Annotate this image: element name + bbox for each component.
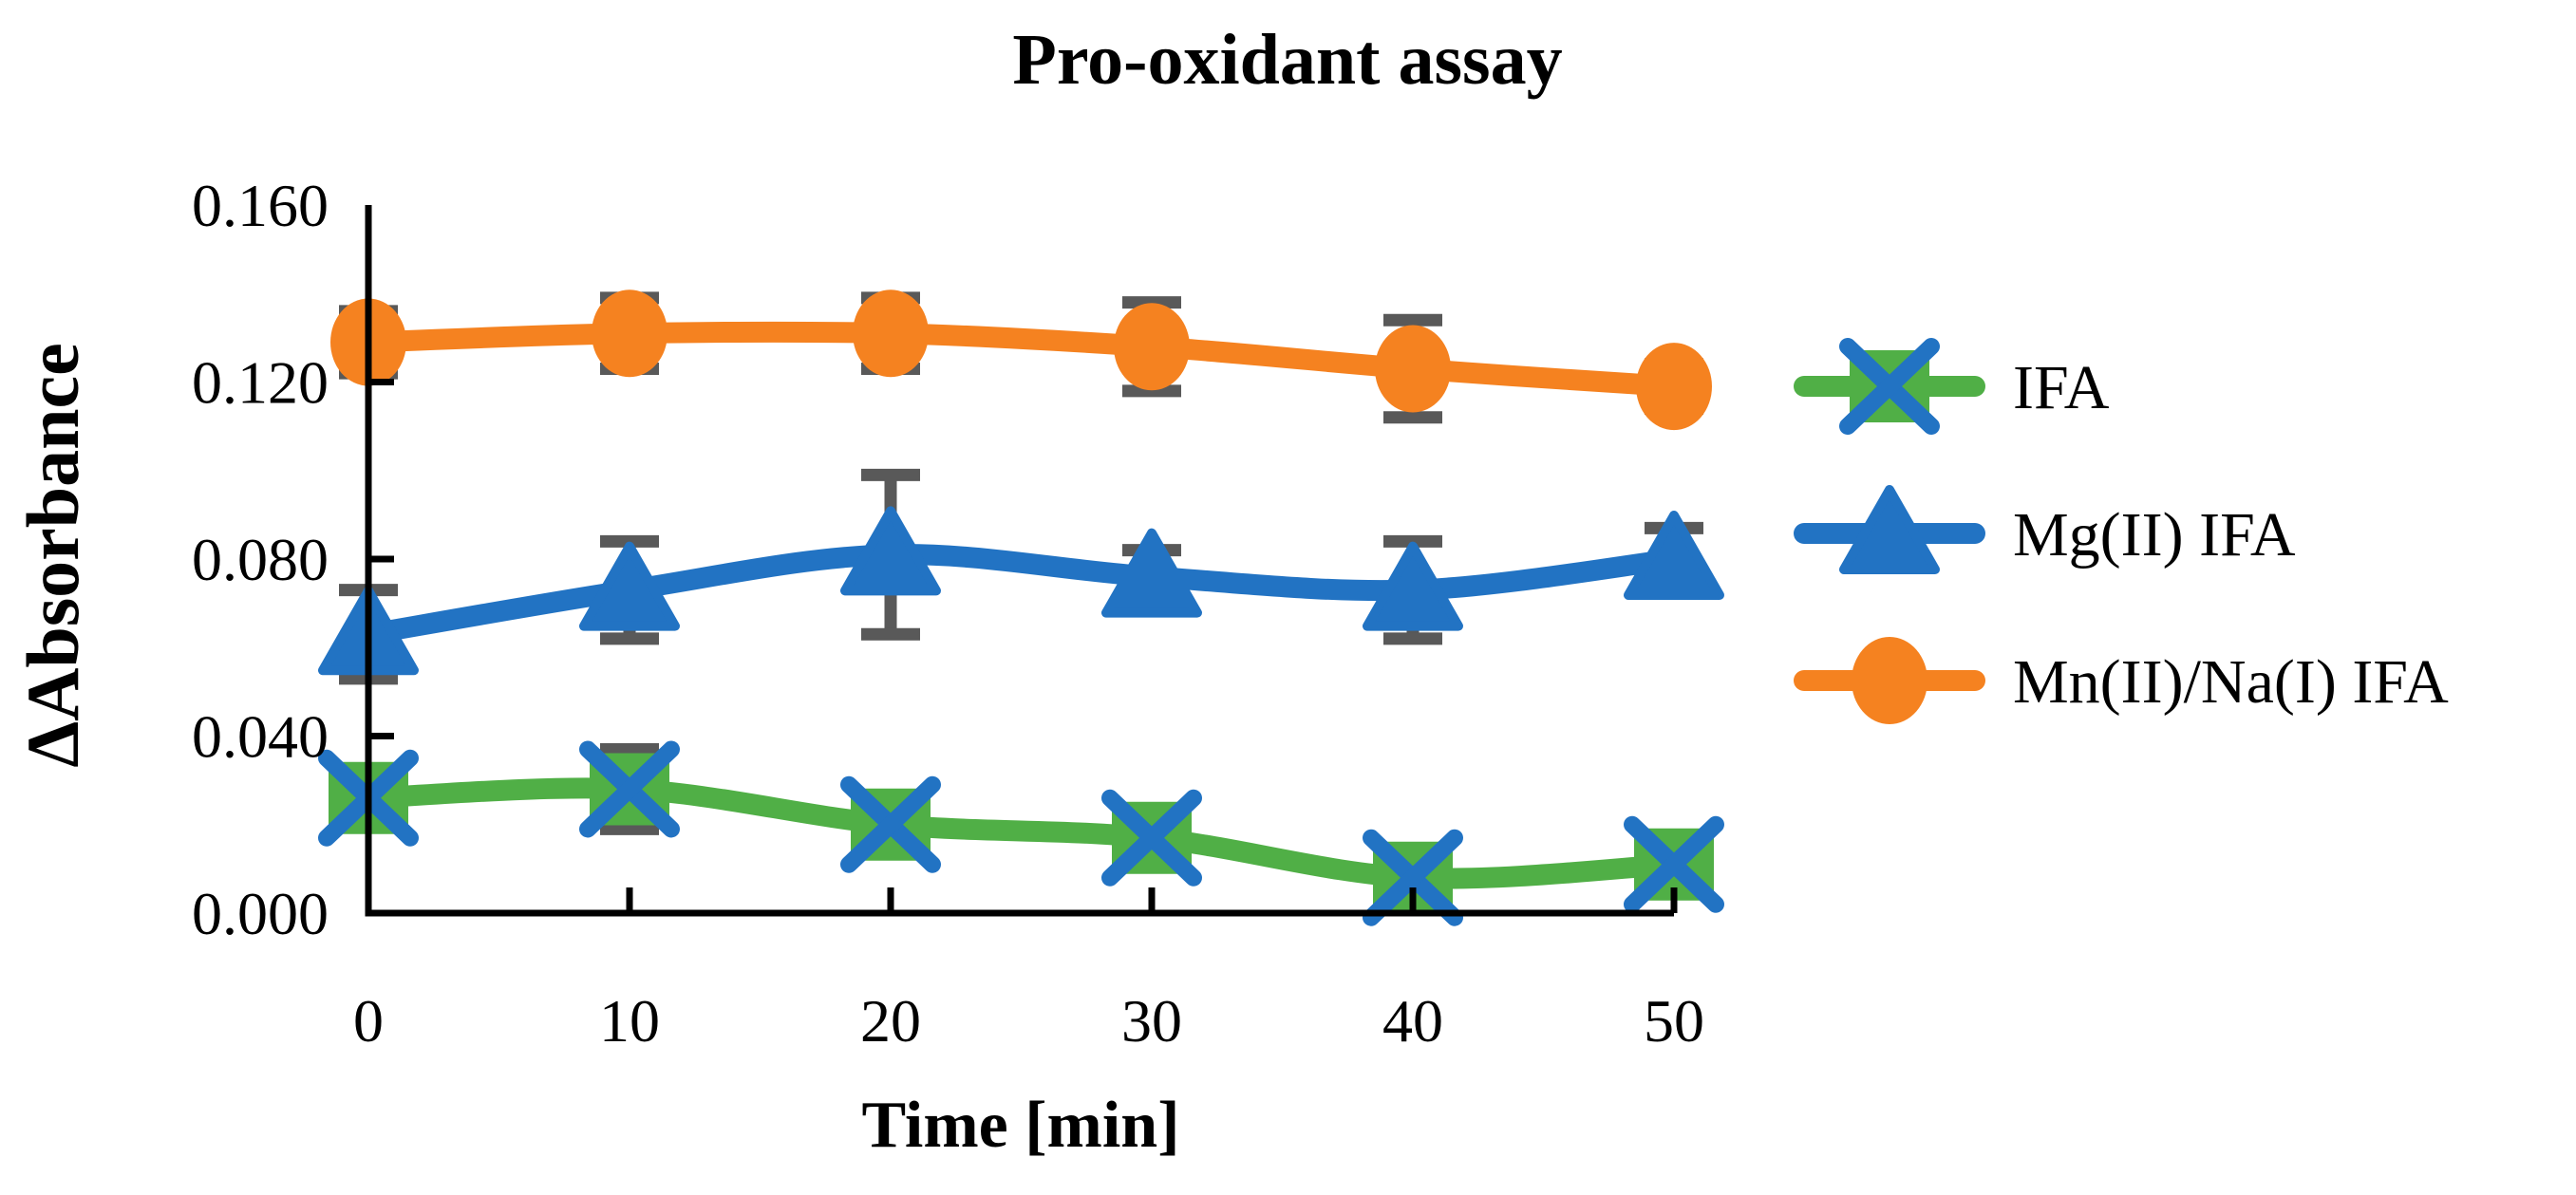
- data-point-marker-triangle: [1363, 541, 1463, 631]
- data-point-marker-triangle: [840, 506, 941, 596]
- axes-layer: 0.000 0.040 0.080 0.120 0.160 0 10 20 30 40 50: [192, 172, 1704, 1055]
- data-point-marker-x-square: [579, 740, 680, 838]
- data-point-marker-triangle: [1839, 485, 1940, 574]
- legend: IFA Mg(II) IFA Mn(II)/Na(I) IFA: [1794, 338, 2449, 724]
- x-stroke: [1101, 789, 1202, 887]
- chart-title: Pro-oxidant assay: [1012, 20, 1562, 100]
- x-tick-label: 0: [353, 987, 384, 1055]
- data-point-marker-x-square: [1839, 338, 1940, 435]
- y-tick-label: 0.160: [192, 172, 329, 239]
- legend-label: Mn(II)/Na(I) IFA: [2013, 647, 2449, 717]
- y-axis-title: ΔAbsorbance: [11, 343, 94, 768]
- y-tick-label: 0.120: [192, 349, 329, 417]
- x-tick-label: 50: [1644, 987, 1704, 1055]
- series-mg-ii-ifa: [318, 506, 1724, 676]
- x-tick-label: 40: [1382, 987, 1443, 1055]
- x-tick-label: 30: [1121, 987, 1182, 1055]
- data-point-marker-circle: [592, 289, 668, 378]
- x-stroke: [1839, 338, 1940, 435]
- y-tick-label: 0.000: [192, 880, 329, 947]
- data-point-marker-triangle: [579, 541, 680, 631]
- axis-lines: [365, 205, 1674, 917]
- legend-item: Mn(II)/Na(I) IFA: [1794, 637, 2449, 724]
- x-stroke: [1363, 829, 1463, 926]
- data-point-marker-x-square: [1624, 815, 1724, 913]
- data-point-marker-triangle: [1101, 528, 1202, 618]
- series-line: [358, 544, 1684, 645]
- data-point-marker-circle: [853, 289, 929, 378]
- data-point-marker-x-square: [1101, 789, 1202, 887]
- data-point-marker-x-square: [840, 775, 941, 873]
- x-tick-label: 10: [599, 987, 660, 1055]
- x-tick-label: 20: [860, 987, 921, 1055]
- data-point-marker-circle: [1114, 303, 1190, 391]
- series-mn-ii-na-i-ifa: [330, 289, 1712, 431]
- legend-label: IFA: [2013, 353, 2110, 422]
- y-tick-label: 0.040: [192, 703, 329, 771]
- x-axis-title: Time [min]: [861, 1089, 1179, 1162]
- data-point-marker-circle: [1852, 637, 1927, 724]
- x-stroke: [840, 775, 941, 873]
- data-point-marker-circle: [1375, 325, 1451, 413]
- legend-item: Mg(II) IFA: [1794, 485, 2296, 574]
- x-stroke: [1624, 815, 1724, 913]
- data-point-marker-x-square: [1363, 829, 1463, 926]
- data-point-marker-circle: [1636, 343, 1712, 431]
- x-stroke: [579, 740, 680, 838]
- data-point-marker-triangle: [1624, 511, 1724, 600]
- y-tick-label: 0.080: [192, 526, 329, 593]
- legend-label: Mg(II) IFA: [2013, 500, 2296, 569]
- legend-item: IFA: [1794, 338, 2110, 435]
